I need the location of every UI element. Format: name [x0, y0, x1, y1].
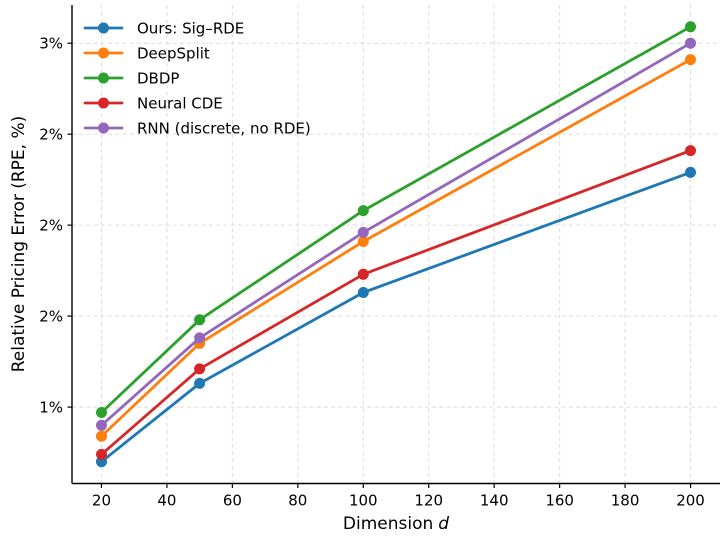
- series-line: [100, 41, 692, 427]
- legend-label: Neural CDE: [137, 95, 223, 113]
- legend-item: Ours: Sig–RDE: [83, 20, 244, 38]
- data-point-marker: [194, 377, 206, 389]
- data-point-marker: [685, 21, 696, 33]
- data-point-marker: [685, 166, 696, 178]
- y-tick-label: 3%: [39, 35, 63, 53]
- data-point-marker: [96, 448, 107, 460]
- x-tick-label: 140: [480, 492, 509, 510]
- series-line: [100, 58, 692, 438]
- legend-label: Ours: Sig–RDE: [137, 20, 244, 38]
- x-tick-label: 120: [414, 492, 443, 510]
- x-axis-label: Dimension d: [343, 514, 449, 534]
- data-point-marker: [357, 226, 369, 238]
- data-point-marker: [685, 54, 696, 66]
- y-axis-label: Relative Pricing Error (RPE, %): [9, 116, 29, 373]
- y-tick-label: 2%: [39, 308, 63, 326]
- data-point-marker: [357, 268, 369, 280]
- legend-marker: [98, 97, 109, 109]
- legend-marker: [98, 122, 109, 134]
- legend-marker: [98, 47, 109, 59]
- x-tick-label: 160: [545, 492, 574, 510]
- x-tick-label: 180: [611, 492, 640, 510]
- data-point-marker: [685, 37, 696, 49]
- data-point-marker: [357, 236, 369, 247]
- data-point-marker: [194, 314, 206, 326]
- x-tick-label: 80: [288, 492, 307, 510]
- series-line: [100, 25, 692, 414]
- data-point-marker: [357, 287, 369, 298]
- x-axis-label-text: Dimension: [343, 514, 433, 534]
- data-point-marker: [685, 145, 696, 157]
- legend-label: DBDP: [137, 70, 179, 88]
- legend-label: DeepSplit: [137, 45, 210, 63]
- data-point-marker: [96, 419, 107, 431]
- data-point-marker: [96, 430, 107, 442]
- data-point-marker: [357, 205, 369, 217]
- y-tick-label: 2%: [39, 126, 63, 144]
- legend-item: Neural CDE: [83, 95, 223, 113]
- x-tick-label: 40: [157, 492, 176, 510]
- x-tick-label: 200: [676, 492, 705, 510]
- data-point-marker: [194, 363, 206, 375]
- data-point-marker: [194, 332, 206, 344]
- legend-item: RNN (discrete, no RDE): [83, 120, 311, 138]
- series-line: [100, 171, 691, 463]
- x-axis-label-variable: d: [438, 514, 449, 534]
- legend-marker: [98, 22, 109, 34]
- x-tick-label: 60: [223, 492, 242, 510]
- x-tick-label: 20: [92, 492, 111, 510]
- y-tick-label: 1%: [39, 399, 63, 417]
- legend: Ours: Sig–RDE DeepSplit DBDP Neural CDE RNN …: [83, 20, 311, 138]
- legend-marker: [98, 72, 109, 84]
- y-tick-label: 2%: [39, 217, 63, 235]
- axis-layer: 20 40 60 80 100 120 140 160 180 200 1% 2% 2% 2% 3%: [39, 5, 720, 510]
- x-tick-label: 100: [349, 492, 378, 510]
- legend-label: RNN (discrete, no RDE): [137, 120, 311, 138]
- data-point-marker: [96, 407, 107, 418]
- series-layer: [96, 21, 696, 468]
- series-line: [100, 149, 691, 456]
- legend-item: DBDP: [83, 70, 179, 88]
- legend-item: DeepSplit: [83, 45, 210, 63]
